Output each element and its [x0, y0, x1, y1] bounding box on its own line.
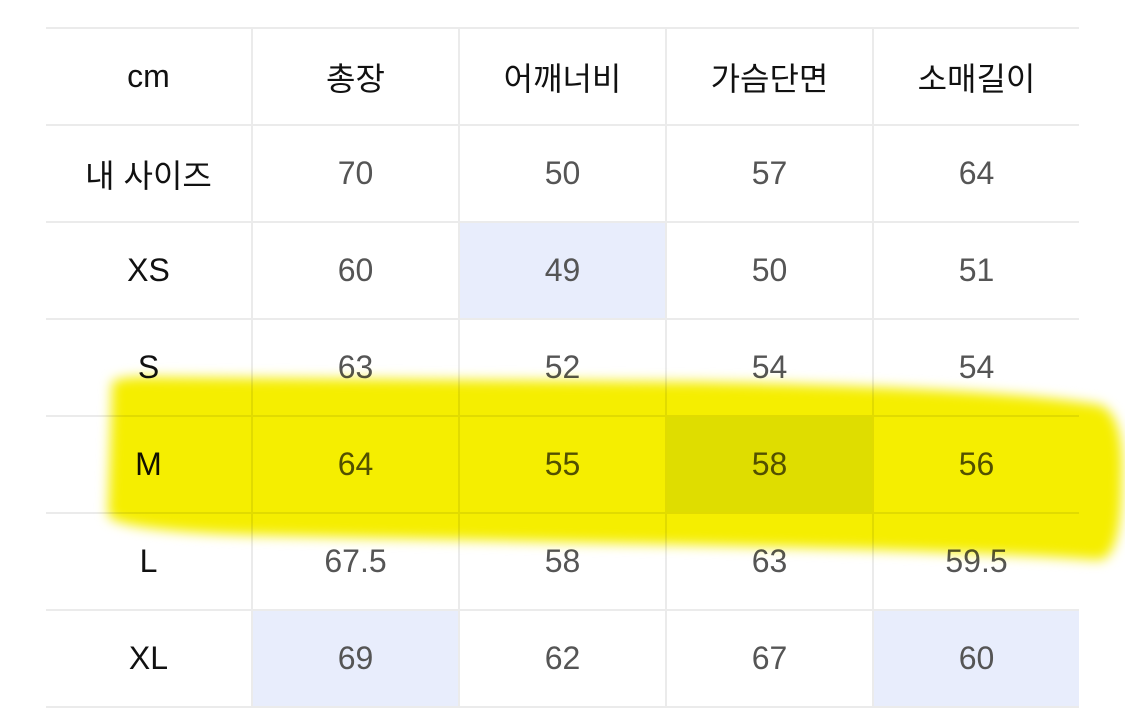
table-row: S 63 52 54 54	[46, 318, 1079, 417]
measurement-cell: 55	[458, 415, 667, 514]
measurement-cell: 58	[458, 512, 667, 611]
column-header: 총장	[251, 27, 460, 126]
measurement-cell: 67.5	[251, 512, 460, 611]
size-label: M	[46, 415, 253, 514]
measurement-cell: 60	[251, 221, 460, 320]
size-label: S	[46, 318, 253, 417]
size-label: XL	[46, 609, 253, 708]
measurement-cell: 54	[872, 318, 1079, 417]
measurement-cell: 69	[251, 609, 460, 708]
measurement-cell: 51	[872, 221, 1079, 320]
measurement-cell: 64	[872, 124, 1079, 223]
measurement-cell: 70	[251, 124, 460, 223]
measurement-cell: 50	[665, 221, 874, 320]
measurement-cell: 60	[872, 609, 1079, 708]
column-header: cm	[46, 27, 253, 126]
table-row: XL 69 62 67 60	[46, 609, 1079, 708]
header-row: cm 총장 어깨너비 가슴단면 소매길이	[46, 27, 1079, 126]
measurement-cell: 59.5	[872, 512, 1079, 611]
measurement-cell: 54	[665, 318, 874, 417]
measurement-cell: 63	[665, 512, 874, 611]
measurement-cell: 63	[251, 318, 460, 417]
column-header: 어깨너비	[458, 27, 667, 126]
table-row: XS 60 49 50 51	[46, 221, 1079, 320]
measurement-cell: 56	[872, 415, 1079, 514]
measurement-cell: 57	[665, 124, 874, 223]
size-label: 내 사이즈	[46, 124, 253, 223]
measurement-cell: 50	[458, 124, 667, 223]
size-label: L	[46, 512, 253, 611]
size-label: XS	[46, 221, 253, 320]
column-header: 소매길이	[872, 27, 1079, 126]
measurement-cell: 62	[458, 609, 667, 708]
measurement-cell: 67	[665, 609, 874, 708]
table-row: L 67.5 58 63 59.5	[46, 512, 1079, 611]
measurement-cell: 58	[665, 415, 874, 514]
measurement-cell: 52	[458, 318, 667, 417]
measurement-cell: 49	[458, 221, 667, 320]
measurement-cell: 64	[251, 415, 460, 514]
table-row: 내 사이즈 70 50 57 64	[46, 124, 1079, 223]
column-header: 가슴단면	[665, 27, 874, 126]
size-chart-table: cm 총장 어깨너비 가슴단면 소매길이 내 사이즈 70 50 57 64 XS 60 49 50 51 S…	[46, 27, 1079, 708]
table-row: M 64 55 58 56	[46, 415, 1079, 514]
